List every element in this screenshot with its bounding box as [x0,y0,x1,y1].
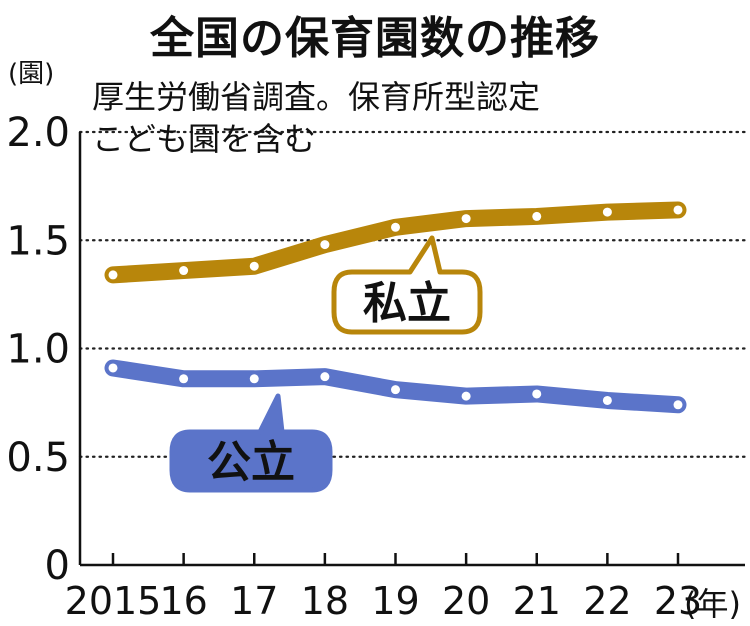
data-point [108,363,118,373]
y-tick-labels: 0 0.5 1.0 1.5 2.0 [6,110,70,589]
x-tick-label: 23 [654,579,702,623]
data-point [391,222,400,232]
data-point [249,374,259,384]
callout-bubble [331,235,483,335]
axes [78,132,745,567]
callout-bubble [169,393,333,493]
series-lines [104,201,687,414]
x-tick-label: 2015 [65,579,162,623]
data-point [179,266,189,276]
data-point [391,385,400,395]
y-tick-label: 1.5 [6,218,70,264]
series-label-callout: 公立 [169,393,333,493]
series-line [104,201,687,284]
data-point [532,389,542,399]
source-note-line-2: こども園を含む [92,120,316,158]
series-label: 私立 [363,278,451,329]
y-tick-label: 0.5 [6,435,70,481]
data-point [461,391,471,401]
x-tick-label: 21 [513,579,561,623]
x-tick-label: 17 [230,579,278,623]
y-tick-label: 1.0 [6,327,70,373]
data-point [461,214,471,224]
source-note-line-1: 厚生労働省調査。保育所型認定 [92,78,540,116]
data-point [602,207,612,217]
y-axis-unit: (園) [8,59,54,89]
x-tick-label: 19 [371,579,419,623]
data-point [673,205,683,215]
data-point [673,400,683,410]
data-point [320,372,330,382]
data-point [532,211,542,221]
data-point [320,240,330,250]
x-tick-label: 16 [159,579,207,623]
x-tick-label: 22 [583,579,631,623]
data-point [108,270,118,280]
chart-title: 全国の保育園数の推移 [150,13,600,64]
series-label-callout: 私立 [331,235,483,335]
data-point [602,395,612,405]
data-point [249,261,259,271]
series-label: 公立 [207,437,295,488]
source-note: 厚生労働省調査。保育所型認定 こども園を含む [92,78,540,158]
x-tick-label: 18 [301,579,349,623]
x-axis-unit: (年) [684,585,741,623]
y-tick-label: 2.0 [6,110,70,156]
data-point [179,374,189,384]
x-tick-label: 20 [442,579,490,623]
y-tick-label: 0 [45,543,70,589]
